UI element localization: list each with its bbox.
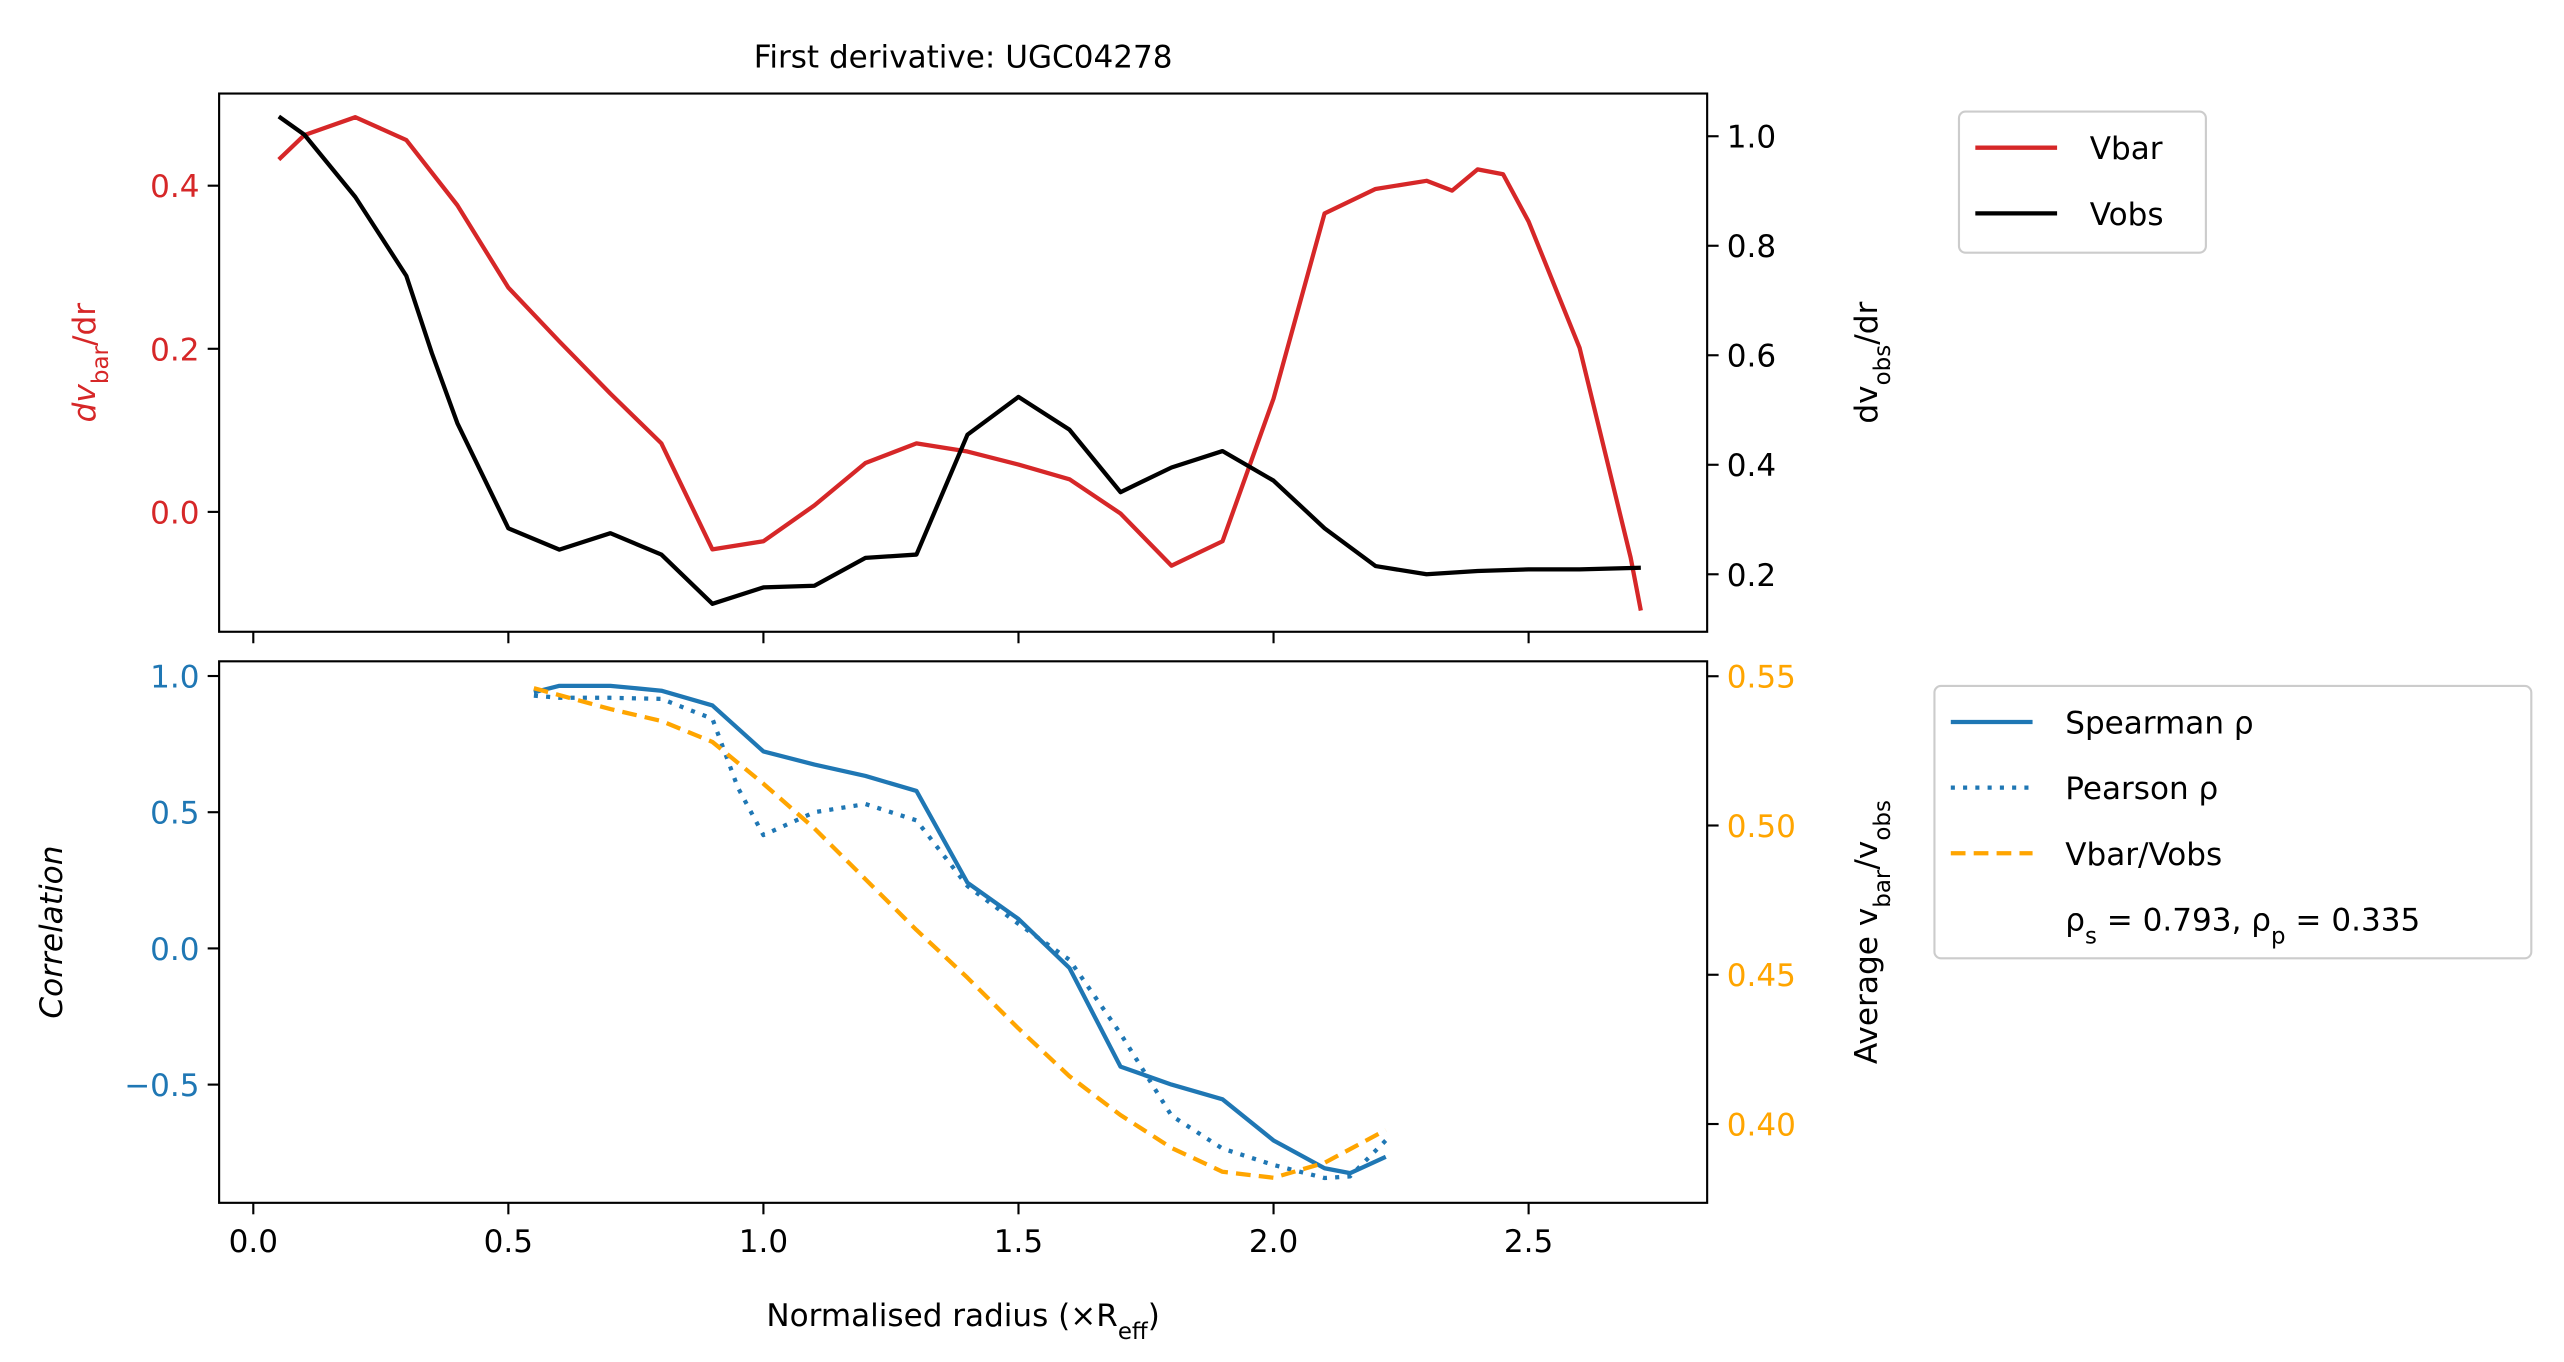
x-tick-label: 2.0 (1249, 1224, 1298, 1260)
plot-frame (218, 660, 1709, 1204)
legend-frame (1933, 684, 2533, 960)
y-axis-label: Correlation (34, 846, 70, 1019)
y-tick-label: 1.0 (150, 659, 199, 695)
label-part: = 0.335 (2286, 902, 2421, 938)
x-axis-label: Normalised radius (×Reff) (766, 1298, 1159, 1345)
subscript: bar (88, 345, 114, 384)
label-part: dv (1849, 385, 1885, 423)
y-tick-label: −0.5 (124, 1068, 199, 1104)
subscript: obs (1870, 800, 1896, 841)
y2-tick-label: 1.0 (1727, 120, 1776, 156)
label-part: Correlation (34, 846, 70, 1019)
subscript: obs (1870, 345, 1896, 386)
y-tick-label: 0.0 (150, 495, 199, 531)
y2-tick-label: 0.40 (1727, 1107, 1796, 1143)
line-series (533, 693, 1388, 1181)
x-tick-label: 0.5 (484, 1224, 533, 1260)
legend-note: ρs = 0.793, ρp = 0.335 (2065, 902, 2420, 949)
y2-axis-label: Average vbar/vobs (1849, 800, 1896, 1064)
y2-tick-label: 0.55 (1727, 660, 1796, 696)
plot-frame (218, 92, 1709, 633)
label-part: dv (67, 384, 103, 423)
x-tick-label: 0.0 (229, 1224, 278, 1260)
y-tick-label: 0.4 (150, 169, 199, 205)
label-part: Normalised radius (×R (766, 1298, 1117, 1334)
legend-label: Vbar (2090, 131, 2163, 167)
label-part: Average v (1849, 908, 1885, 1064)
y2-tick-label: 0.2 (1727, 558, 1776, 594)
x-tick-label: 1.0 (739, 1224, 788, 1260)
y2-axis-label: dvobs/dr (1849, 301, 1896, 423)
label-part: = 0.793, ρ (2097, 902, 2271, 938)
x-tick-label: 1.5 (994, 1224, 1043, 1260)
x-tick-label: 2.5 (1504, 1224, 1553, 1260)
y-axis-label: dvbar/dr (67, 303, 114, 423)
legend-label: Spearman ρ (2065, 705, 2253, 741)
label-part: ρ (2065, 902, 2085, 938)
line-series (277, 115, 1643, 611)
y-tick-label: 0.2 (150, 332, 199, 368)
legend: Spearman ρ Pearson ρ Vbar/Vobs (1933, 684, 2533, 960)
legend: Vbar Vobs (1957, 110, 2207, 254)
label-part: /v (1849, 841, 1885, 870)
line-series (533, 683, 1387, 1176)
legend-label: Vbar/Vobs (2065, 837, 2222, 873)
y-tick-label: 0.0 (150, 932, 199, 968)
label-part: ) (1148, 1298, 1160, 1334)
y2-tick-label: 0.50 (1727, 809, 1796, 845)
subscript: p (2271, 923, 2286, 949)
y2-tick-label: 0.4 (1727, 448, 1776, 484)
y2-tick-label: 0.6 (1727, 339, 1776, 375)
subscript: eff (1118, 1319, 1149, 1345)
subscript: bar (1870, 869, 1896, 908)
legend-label: Vobs (2090, 197, 2164, 233)
line-series (277, 114, 1641, 606)
legend-frame (1957, 110, 2207, 254)
label-part: /dr (1849, 301, 1885, 344)
label-part: /dr (67, 303, 103, 346)
legend-label: Pearson ρ (2065, 771, 2218, 807)
line-series (533, 686, 1387, 1180)
y2-tick-label: 0.45 (1727, 958, 1796, 994)
subscript: s (2085, 923, 2097, 949)
y2-tick-label: 0.8 (1727, 229, 1776, 265)
chart-title: First derivative: UGC04278 (754, 39, 1173, 75)
y-tick-label: 0.5 (150, 796, 199, 832)
